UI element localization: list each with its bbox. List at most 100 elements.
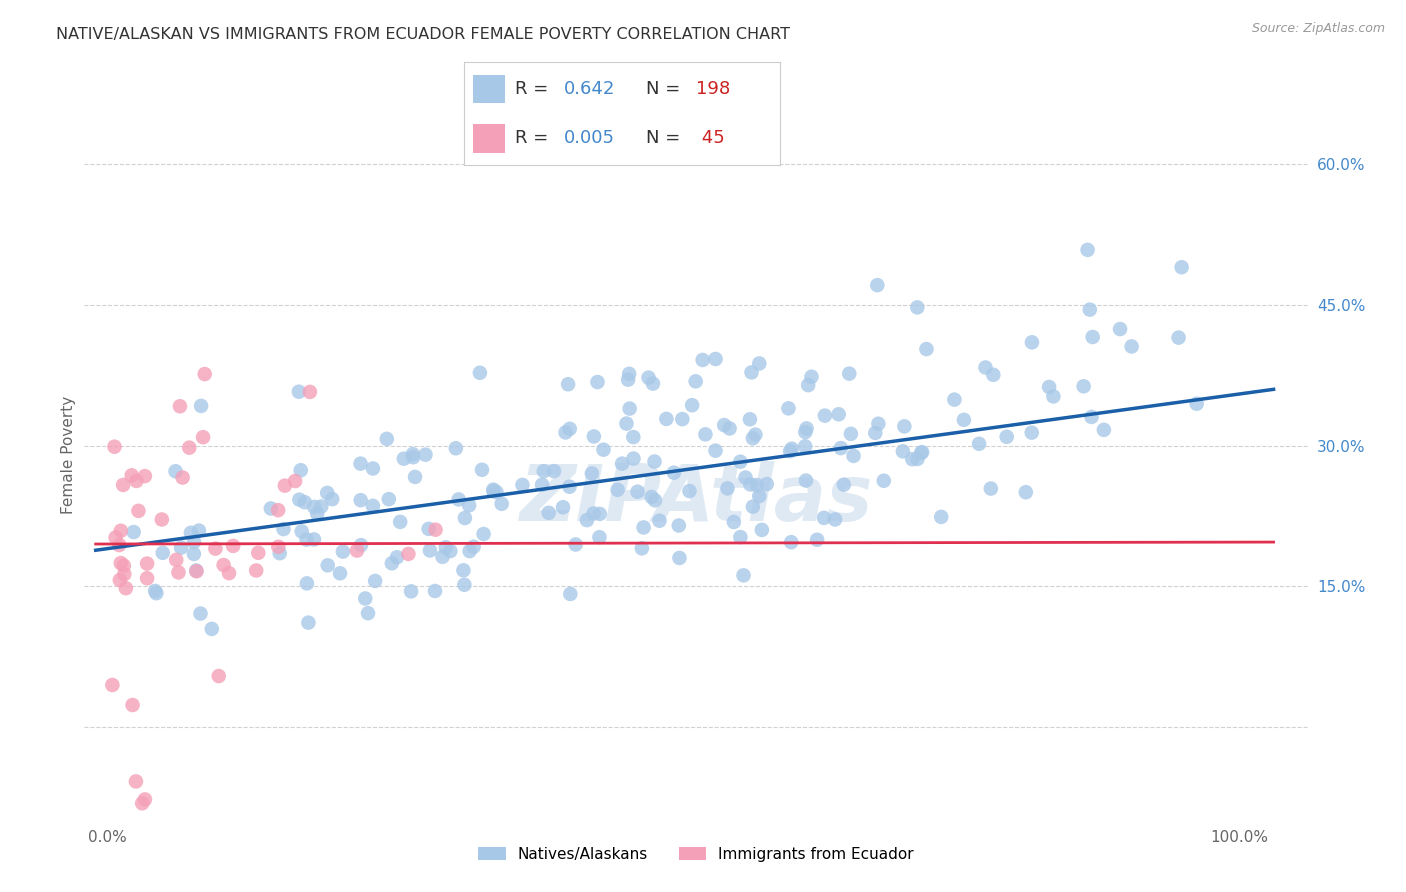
Point [557, 377, 579, 392]
Point [145, 586, 167, 600]
Text: N =: N = [645, 79, 686, 97]
Point [316, 558, 339, 573]
Point [907, 451, 929, 466]
Point [794, 474, 817, 488]
Point [929, 509, 952, 524]
Point [1038, 380, 1060, 394]
Point [681, 398, 703, 412]
Point [183, 535, 205, 549]
Point [453, 578, 475, 592]
Point [115, 581, 138, 595]
Point [586, 375, 609, 389]
Point [485, 485, 508, 500]
Point [288, 492, 311, 507]
Point [797, 378, 820, 392]
Point [1015, 485, 1038, 500]
Point [967, 437, 990, 451]
Text: N =: N = [645, 128, 686, 147]
Point [633, 520, 655, 534]
Point [396, 547, 419, 561]
Point [891, 444, 914, 458]
Point [332, 544, 354, 558]
FancyBboxPatch shape [474, 75, 505, 103]
Point [564, 537, 586, 551]
Point [794, 425, 817, 439]
Point [180, 525, 202, 540]
Point [953, 413, 976, 427]
Point [454, 511, 477, 525]
Point [974, 360, 997, 375]
Point [423, 584, 446, 599]
Point [738, 412, 761, 426]
Point [1021, 335, 1043, 350]
Point [378, 492, 401, 507]
Point [134, 792, 156, 806]
Point [780, 442, 803, 456]
Point [425, 523, 447, 537]
Point [626, 484, 648, 499]
Point [744, 427, 766, 442]
Point [108, 538, 131, 552]
Point [741, 365, 763, 379]
Point [716, 482, 738, 496]
Point [910, 446, 932, 460]
Point [824, 512, 846, 526]
Point [581, 467, 603, 481]
Point [375, 432, 398, 446]
Point [751, 523, 773, 537]
Point [644, 493, 666, 508]
Point [800, 369, 823, 384]
Point [704, 443, 727, 458]
Point [103, 440, 125, 454]
Point [472, 527, 495, 541]
FancyBboxPatch shape [474, 124, 505, 153]
Point [201, 622, 224, 636]
Point [740, 477, 762, 491]
Point [915, 342, 938, 356]
Point [247, 546, 270, 560]
Point [866, 278, 889, 293]
Point [329, 566, 352, 581]
Point [554, 425, 576, 440]
Point [447, 492, 470, 507]
Text: R =: R = [515, 128, 554, 147]
Point [110, 556, 132, 570]
Point [806, 533, 828, 547]
Point [911, 445, 934, 459]
Point [165, 553, 187, 567]
Point [695, 427, 717, 442]
Point [267, 540, 290, 554]
Point [780, 535, 803, 549]
Point [685, 375, 707, 389]
Point [104, 531, 127, 545]
Point [893, 419, 915, 434]
Point [981, 368, 1004, 382]
Text: 198: 198 [696, 79, 731, 97]
Point [112, 558, 135, 573]
Point [404, 470, 426, 484]
Point [482, 484, 505, 499]
Point [131, 797, 153, 811]
Point [558, 422, 581, 436]
Point [298, 384, 321, 399]
Point [621, 430, 644, 444]
Point [668, 550, 690, 565]
Point [723, 515, 745, 529]
Point [125, 474, 148, 488]
Point [637, 370, 659, 384]
Point [291, 524, 314, 539]
Point [839, 426, 862, 441]
Point [995, 430, 1018, 444]
Point [208, 669, 231, 683]
Point [814, 409, 837, 423]
Point [704, 351, 727, 366]
Point [294, 495, 316, 509]
Point [1121, 339, 1143, 353]
Point [112, 567, 135, 582]
Point [668, 518, 690, 533]
Point [551, 500, 574, 515]
Point [357, 606, 380, 620]
Point [533, 464, 555, 478]
Point [813, 511, 835, 525]
Point [733, 568, 755, 582]
